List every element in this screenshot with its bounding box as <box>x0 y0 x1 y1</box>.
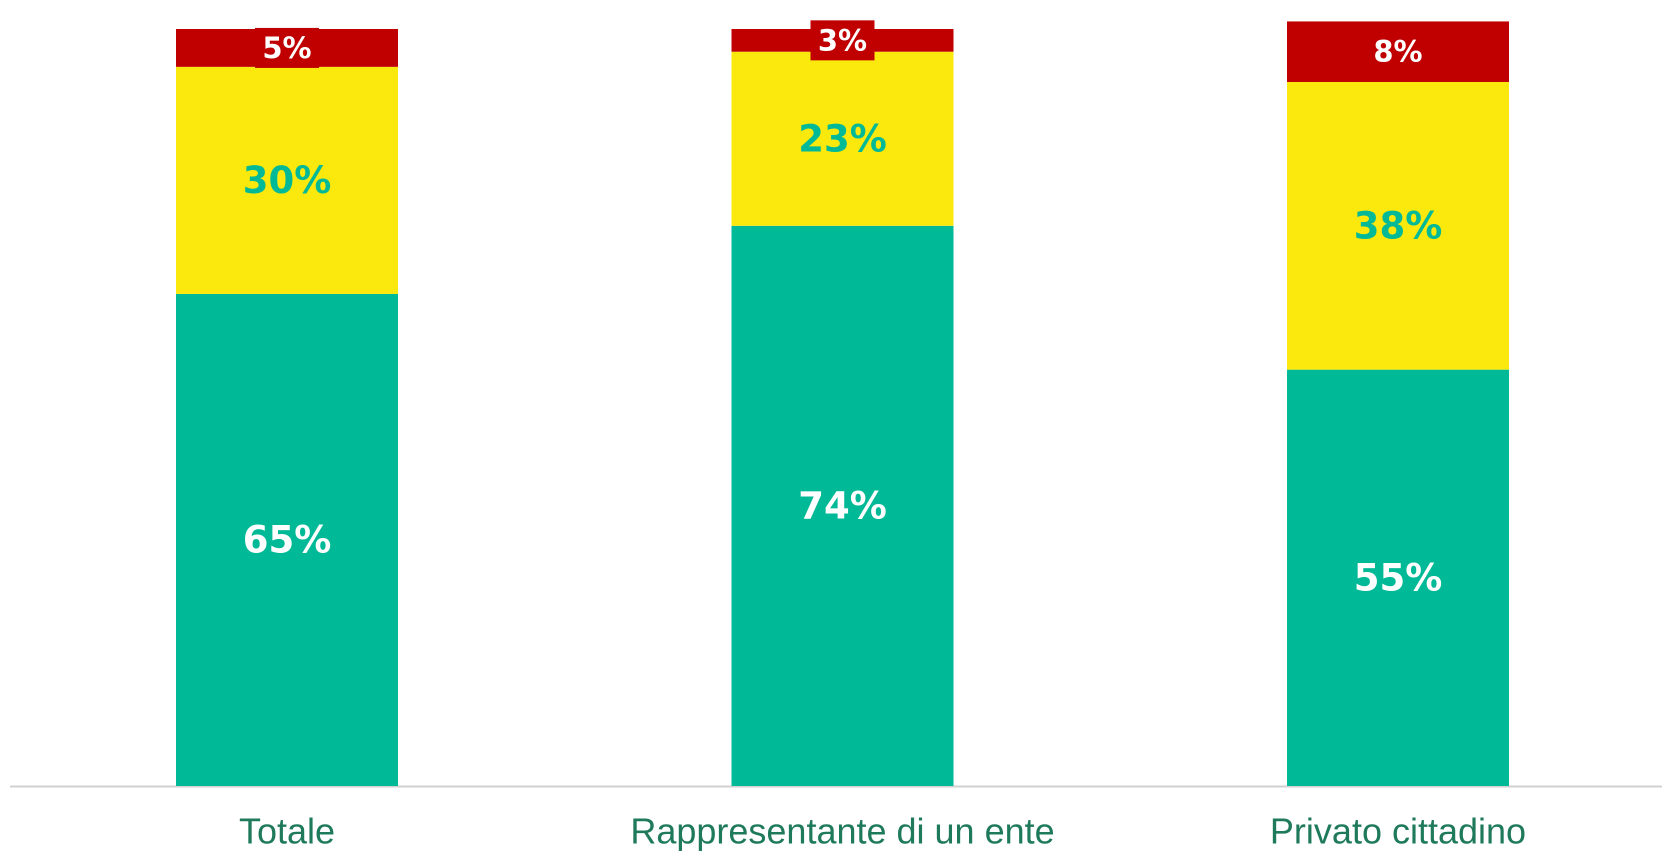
data-label-box <box>810 20 875 61</box>
data-label-box <box>255 27 319 68</box>
data-label: 30% <box>243 159 332 202</box>
data-label: 8% <box>1373 35 1422 69</box>
bar-segment <box>176 293 398 786</box>
x-tick-label: Totale <box>239 811 335 852</box>
bar-segment <box>731 51 954 226</box>
x-tick-label: Rappresentante di un ente <box>630 811 1054 852</box>
data-label: 3% <box>818 23 867 57</box>
bar-segment <box>731 225 954 786</box>
data-label: 65% <box>243 518 332 561</box>
data-label: 55% <box>1354 556 1443 599</box>
x-tick-label: Privato cittadino <box>1270 811 1526 852</box>
data-label-box <box>1366 31 1430 72</box>
bar-segment <box>1287 81 1509 370</box>
data-label: 74% <box>798 484 887 527</box>
bar-segment <box>176 66 398 294</box>
data-label: 23% <box>798 117 887 160</box>
data-label: 5% <box>262 31 311 65</box>
data-label: 38% <box>1354 204 1443 247</box>
bar-segment <box>1287 369 1509 786</box>
